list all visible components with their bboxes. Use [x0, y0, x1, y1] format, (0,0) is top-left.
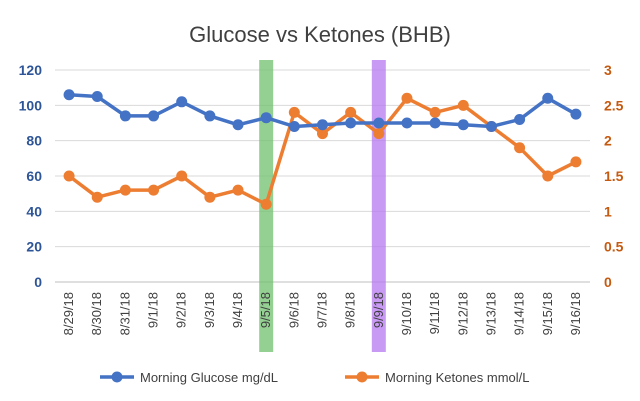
- x-tick-label: 9/5/18: [258, 292, 273, 328]
- y-left-tick-label: 80: [26, 133, 42, 149]
- data-point-glucose: [260, 112, 272, 124]
- x-tick-label: 9/12/18: [455, 292, 470, 335]
- data-point-glucose: [176, 96, 188, 108]
- data-point-glucose: [457, 119, 469, 131]
- x-tick-label: 9/3/18: [202, 292, 217, 328]
- x-tick-label: 9/11/18: [427, 292, 442, 334]
- x-tick-label: 9/14/18: [512, 292, 527, 335]
- data-point-ketones: [542, 170, 554, 182]
- data-point-glucose: [204, 110, 216, 122]
- x-tick-label: 9/4/18: [230, 292, 245, 328]
- y-left-tick-label: 60: [26, 168, 42, 184]
- data-point-ketones: [514, 142, 526, 154]
- data-point-ketones: [204, 191, 216, 203]
- x-tick-label: 9/7/18: [315, 292, 330, 328]
- data-point-ketones: [288, 106, 300, 118]
- data-point-ketones: [91, 191, 103, 203]
- y-left-tick-label: 40: [26, 203, 42, 219]
- data-point-glucose: [485, 121, 497, 133]
- x-tick-label: 9/8/18: [343, 292, 358, 328]
- data-point-glucose: [345, 117, 357, 129]
- data-point-ketones: [148, 184, 160, 196]
- data-point-ketones: [373, 128, 385, 140]
- data-point-glucose: [401, 117, 413, 129]
- x-tick-label: 9/1/18: [146, 292, 161, 328]
- y-right-tick-label: 2: [604, 133, 612, 149]
- x-tick-label: 8/30/18: [89, 292, 104, 335]
- y-right-tick-label: 1: [604, 203, 612, 219]
- data-point-ketones: [457, 99, 469, 111]
- data-point-glucose: [288, 121, 300, 133]
- y-left-tick-label: 0: [34, 274, 42, 290]
- legend-marker-ketones: [356, 371, 368, 383]
- data-point-ketones: [232, 184, 244, 196]
- data-point-ketones: [429, 106, 441, 118]
- chart-title: Glucose vs Ketones (BHB): [189, 22, 451, 47]
- x-tick-label: 9/15/18: [540, 292, 555, 335]
- x-tick-label: 9/9/18: [371, 292, 386, 328]
- data-point-glucose: [514, 113, 526, 125]
- data-point-ketones: [570, 156, 582, 168]
- data-point-ketones: [63, 170, 75, 182]
- y-right-tick-label: 0.5: [604, 239, 624, 255]
- data-point-ketones: [260, 198, 272, 210]
- x-tick-label: 9/16/18: [568, 292, 583, 335]
- data-point-glucose: [119, 110, 131, 122]
- data-point-glucose: [317, 119, 328, 131]
- x-tick-label: 9/10/18: [399, 292, 414, 335]
- y-left-tick-label: 20: [26, 239, 42, 255]
- data-point-glucose: [373, 117, 385, 129]
- legend-marker-glucose: [111, 371, 123, 383]
- legend-label-ketones: Morning Ketones mmol/L: [385, 370, 530, 385]
- data-point-glucose: [570, 108, 582, 120]
- x-tick-label: 9/2/18: [174, 292, 189, 328]
- y-left-tick-label: 120: [19, 62, 43, 78]
- x-tick-label: 8/31/18: [117, 292, 132, 335]
- y-right-tick-label: 0: [604, 274, 612, 290]
- data-point-ketones: [119, 184, 131, 196]
- y-right-tick-label: 1.5: [604, 168, 624, 184]
- y-right-tick-label: 2.5: [604, 97, 624, 113]
- data-point-ketones: [401, 92, 413, 104]
- data-point-ketones: [345, 106, 357, 118]
- data-point-glucose: [232, 119, 244, 131]
- y-left-tick-label: 100: [19, 97, 43, 113]
- data-point-glucose: [542, 92, 554, 104]
- x-tick-label: 9/6/18: [286, 292, 301, 328]
- y-right-tick-label: 3: [604, 62, 612, 78]
- data-point-glucose: [91, 91, 103, 102]
- data-point-ketones: [317, 128, 328, 140]
- data-point-glucose: [148, 110, 160, 122]
- data-point-ketones: [176, 170, 188, 182]
- legend-label-glucose: Morning Glucose mg/dL: [140, 370, 278, 385]
- x-tick-label: 9/13/18: [483, 292, 498, 335]
- data-point-glucose: [63, 89, 75, 101]
- data-point-glucose: [429, 117, 441, 129]
- x-tick-label: 8/29/18: [61, 292, 76, 335]
